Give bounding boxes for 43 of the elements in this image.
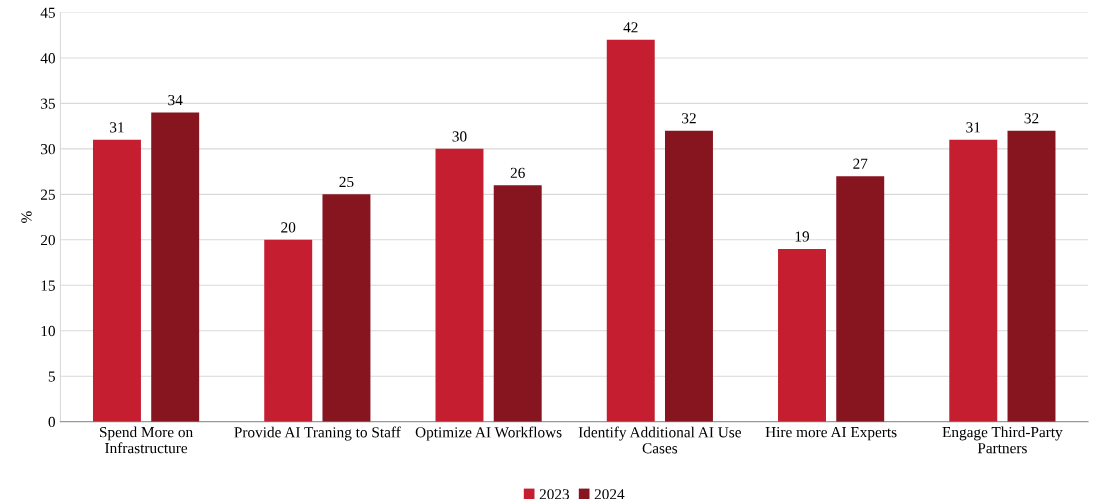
bar <box>493 185 542 422</box>
y-tick-label: 45 <box>40 7 55 18</box>
y-tick-label: 20 <box>40 234 55 246</box>
y-tick-label: 30 <box>41 144 55 155</box>
y-tick-label: 25 <box>40 189 55 200</box>
data-label: 26 <box>510 167 525 178</box>
data-label: 25 <box>339 176 354 188</box>
bar <box>836 176 885 422</box>
data-label: 27 <box>853 158 868 169</box>
bar <box>435 148 484 422</box>
y-tick-label: 15 <box>41 280 55 291</box>
y-tick-label: 0 <box>48 416 55 428</box>
data-label: 30 <box>452 131 467 142</box>
bar <box>1007 130 1056 422</box>
bar <box>322 194 371 422</box>
x-tick-label: Identify Additional AI Use Cases <box>578 426 742 454</box>
bar <box>606 39 655 422</box>
data-label: 32 <box>682 113 696 124</box>
x-tick-label: Optimize AI Workflows <box>415 426 562 441</box>
y-tick-label: 35 <box>41 98 55 109</box>
bar <box>778 248 826 422</box>
bar <box>264 239 313 422</box>
data-label: 31 <box>966 122 980 133</box>
data-label: 19 <box>795 231 810 242</box>
data-label: 32 <box>1024 113 1039 124</box>
data-label: 34 <box>168 94 183 106</box>
y-tick-label: 40 <box>40 53 55 64</box>
bar <box>151 112 200 422</box>
legend-label: 2023 <box>539 489 570 499</box>
bar <box>665 130 713 422</box>
y-tick-label: 10 <box>41 325 55 337</box>
bar <box>92 139 141 422</box>
y-tick-label: 5 <box>48 371 55 382</box>
data-label: 31 <box>110 122 124 133</box>
x-tick-label: Hire more AI Experts <box>765 427 897 441</box>
legend-label: 2024 <box>594 489 625 499</box>
x-tick-label: Spend More on Infrastructure <box>100 426 193 454</box>
y-axis-title: % <box>21 211 32 223</box>
x-tick-label: Provide AI Traning to Staff <box>234 426 401 441</box>
data-label: 20 <box>281 222 296 233</box>
data-label: 42 <box>623 22 638 33</box>
x-tick-label: Engage Third-Party Partners <box>942 426 1063 454</box>
bar <box>949 139 998 422</box>
